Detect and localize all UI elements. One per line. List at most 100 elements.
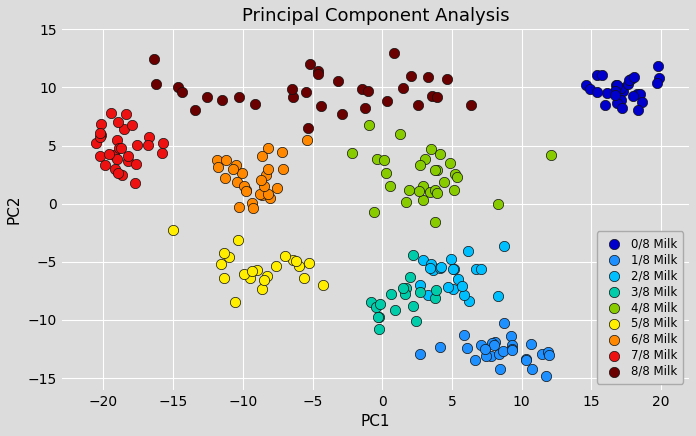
1/8 Milk	[459, 332, 470, 339]
5/8 Milk	[294, 263, 305, 270]
6/8 Milk	[231, 179, 242, 186]
4/8 Milk	[448, 186, 459, 193]
1/8 Milk	[489, 342, 500, 349]
7/8 Milk	[95, 152, 106, 159]
6/8 Milk	[246, 199, 258, 206]
8/8 Milk	[148, 55, 159, 62]
5/8 Milk	[258, 276, 269, 283]
6/8 Milk	[271, 184, 282, 191]
3/8 Milk	[404, 274, 416, 281]
0/8 Milk	[654, 75, 665, 82]
7/8 Milk	[100, 162, 111, 169]
0/8 Milk	[585, 85, 596, 92]
4/8 Milk	[432, 190, 443, 197]
3/8 Milk	[374, 325, 385, 332]
5/8 Milk	[280, 252, 291, 259]
7/8 Milk	[112, 170, 123, 177]
8/8 Milk	[201, 94, 212, 101]
6/8 Milk	[237, 169, 248, 176]
0/8 Milk	[623, 77, 634, 84]
4/8 Milk	[401, 199, 412, 206]
6/8 Milk	[238, 183, 249, 190]
0/8 Milk	[616, 84, 627, 91]
3/8 Milk	[374, 314, 385, 321]
2/8 Milk	[453, 276, 464, 283]
0/8 Milk	[580, 82, 592, 89]
0/8 Milk	[616, 104, 627, 111]
1/8 Milk	[505, 333, 516, 340]
6/8 Milk	[258, 182, 269, 189]
1/8 Milk	[507, 341, 518, 348]
6/8 Milk	[220, 157, 231, 164]
8/8 Milk	[412, 102, 423, 109]
7/8 Milk	[144, 133, 155, 140]
4/8 Milk	[395, 130, 406, 137]
0/8 Milk	[609, 87, 620, 94]
Y-axis label: PC2: PC2	[7, 195, 22, 224]
4/8 Milk	[368, 208, 379, 215]
4/8 Milk	[419, 155, 430, 162]
2/8 Milk	[463, 298, 474, 305]
4/8 Milk	[424, 188, 435, 195]
0/8 Milk	[599, 101, 610, 108]
6/8 Milk	[212, 157, 223, 164]
8/8 Milk	[360, 105, 371, 112]
3/8 Milk	[366, 299, 377, 306]
0/8 Milk	[591, 72, 602, 78]
4/8 Milk	[429, 187, 441, 194]
7/8 Milk	[111, 155, 122, 162]
4/8 Milk	[445, 159, 456, 166]
8/8 Milk	[250, 100, 261, 107]
7/8 Milk	[132, 141, 143, 148]
8/8 Milk	[397, 85, 409, 92]
6/8 Milk	[262, 165, 274, 172]
7/8 Milk	[116, 172, 127, 179]
3/8 Milk	[386, 291, 397, 298]
8/8 Milk	[465, 101, 476, 108]
7/8 Milk	[109, 151, 120, 158]
0/8 Milk	[632, 107, 643, 114]
6/8 Milk	[262, 190, 274, 197]
4/8 Milk	[404, 186, 415, 193]
2/8 Milk	[425, 265, 436, 272]
8/8 Milk	[442, 75, 453, 82]
7/8 Milk	[91, 140, 102, 146]
5/8 Milk	[303, 259, 315, 266]
7/8 Milk	[112, 119, 123, 126]
8/8 Milk	[362, 88, 373, 95]
2/8 Milk	[426, 261, 437, 268]
1/8 Milk	[498, 348, 509, 355]
4/8 Milk	[347, 150, 358, 157]
0/8 Milk	[610, 92, 621, 99]
2/8 Milk	[470, 266, 482, 273]
6/8 Milk	[241, 187, 252, 194]
6/8 Milk	[301, 137, 313, 144]
4/8 Milk	[418, 182, 429, 189]
6/8 Milk	[228, 166, 239, 173]
6/8 Milk	[255, 176, 267, 183]
4/8 Milk	[450, 170, 461, 177]
4/8 Milk	[414, 162, 425, 169]
0/8 Milk	[627, 92, 638, 99]
0/8 Milk	[618, 87, 629, 94]
8/8 Milk	[303, 124, 314, 131]
X-axis label: PC1: PC1	[361, 414, 390, 429]
1/8 Milk	[541, 372, 552, 379]
4/8 Milk	[438, 179, 449, 186]
0/8 Milk	[611, 82, 622, 89]
5/8 Milk	[223, 254, 235, 261]
0/8 Milk	[622, 80, 633, 87]
3/8 Milk	[398, 284, 409, 291]
2/8 Milk	[492, 293, 503, 300]
4/8 Milk	[417, 196, 428, 203]
8/8 Milk	[432, 93, 443, 100]
8/8 Milk	[313, 71, 324, 78]
1/8 Milk	[493, 351, 504, 358]
1/8 Milk	[480, 353, 491, 360]
7/8 Milk	[118, 126, 129, 133]
5/8 Milk	[251, 267, 262, 274]
4/8 Milk	[379, 157, 390, 164]
0/8 Milk	[634, 91, 645, 98]
7/8 Milk	[157, 140, 168, 147]
0/8 Milk	[653, 62, 664, 69]
